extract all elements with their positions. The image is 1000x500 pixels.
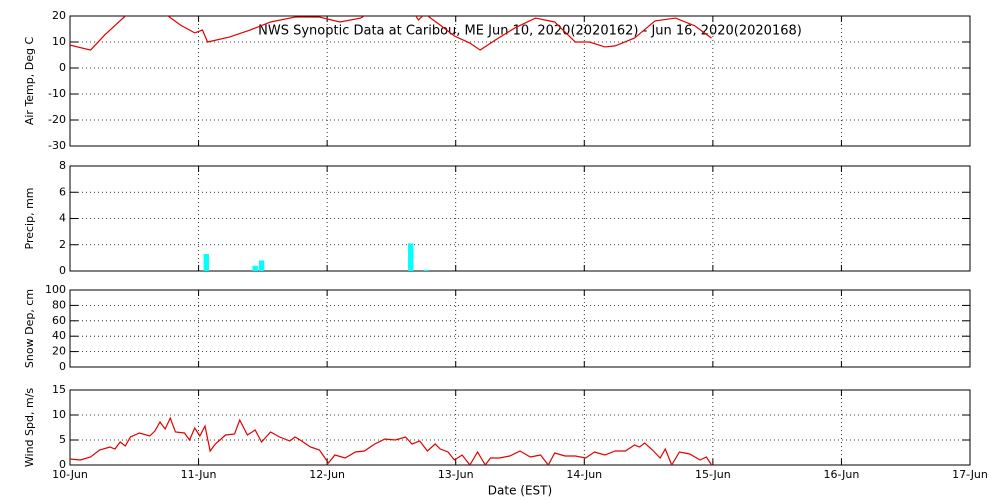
y-axis-label: Wind Spd, m/s: [23, 388, 36, 468]
plot-frame: [69, 165, 971, 272]
x-tick-label: 13-Jun: [438, 468, 474, 481]
x-tick-label: 10-Jun: [52, 468, 88, 481]
y-tick-label: 4: [59, 212, 66, 225]
x-tick-label: 16-Jun: [824, 468, 860, 481]
y-tick-label: 0: [59, 61, 66, 74]
y-tick-label: 100: [45, 283, 66, 296]
y-tick-label: 2: [59, 238, 66, 251]
series: [70, 16, 712, 51]
data-line: [70, 16, 712, 51]
y-tick-label: 10: [52, 35, 66, 48]
bar: [252, 265, 258, 271]
y-tick-label: 5: [59, 433, 66, 446]
y-tick-label: 10: [52, 408, 66, 421]
y-tick-label: -30: [48, 139, 66, 152]
x-tick-label: 17-Jun: [952, 468, 988, 481]
y-tick-label: 0: [59, 264, 66, 277]
y-tick-label: 15: [52, 383, 66, 396]
y-tick-label: 80: [52, 298, 66, 311]
series: [203, 243, 429, 271]
chart-title: NWS Synoptic Data at Caribou, ME Jun 10,…: [258, 24, 802, 39]
bar: [423, 269, 429, 271]
y-axis-label: Air Temp, Deg C: [23, 37, 36, 126]
y-tick-label: 6: [59, 185, 66, 198]
plot-frame: [69, 15, 971, 147]
plot-frame: [69, 389, 971, 466]
data-line: [70, 416, 713, 465]
y-tick-label: 0: [59, 360, 66, 373]
y-axis-label: Precip, mm: [23, 188, 36, 250]
x-tick-label: 12-Jun: [309, 468, 345, 481]
x-tick-label: 15-Jun: [695, 468, 731, 481]
y-tick-label: 8: [59, 159, 66, 172]
bar: [408, 243, 414, 271]
y-tick-label: 20: [52, 9, 66, 22]
y-tick-label: 0: [59, 458, 66, 471]
x-tick-label: 14-Jun: [566, 468, 602, 481]
x-axis-label: Date (EST): [488, 484, 552, 498]
y-tick-label: 60: [52, 314, 66, 327]
y-tick-label: -10: [48, 87, 66, 100]
plot-frame: [69, 289, 971, 368]
bar: [203, 253, 209, 271]
series: [70, 416, 713, 465]
y-tick-label: 40: [52, 329, 66, 342]
y-tick-label: -20: [48, 113, 66, 126]
y-tick-label: 20: [52, 345, 66, 358]
y-axis-label: Snow Dep, cm: [23, 289, 36, 368]
x-tick-label: 11-Jun: [181, 468, 217, 481]
bar: [258, 260, 265, 271]
